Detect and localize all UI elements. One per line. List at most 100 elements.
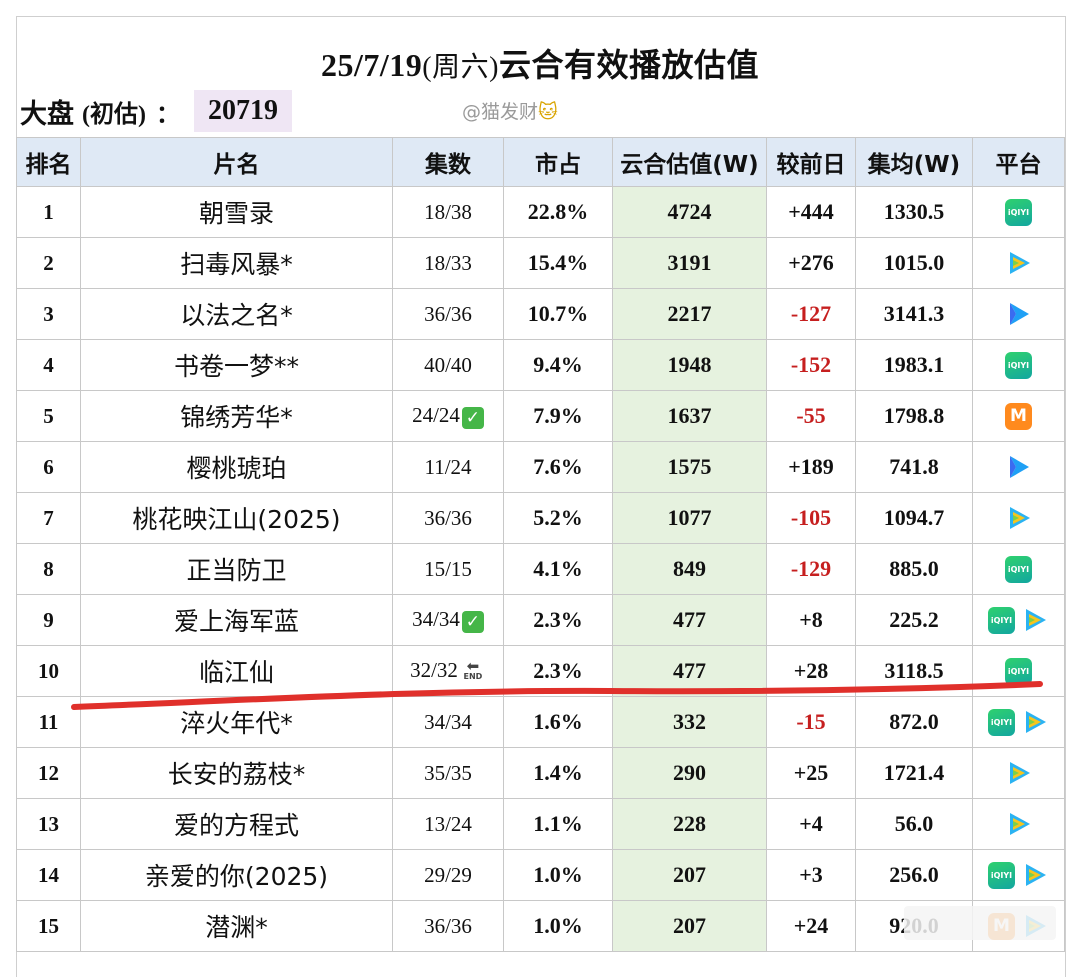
platform-cell xyxy=(972,492,1065,544)
episodes-cell: 13/24 xyxy=(392,798,504,850)
rank-cell: 10 xyxy=(16,645,81,697)
tencent-video-icon xyxy=(1009,813,1030,835)
episodes-value: 13/24 xyxy=(424,811,472,836)
change-cell: +25 xyxy=(766,747,856,799)
average-cell: 3118.5 xyxy=(855,645,973,697)
iqiyi-icon: iQIYI xyxy=(1005,351,1032,379)
title-cell: 朝雪录 xyxy=(80,186,393,238)
share-cell: 5.2% xyxy=(503,492,613,544)
iqiyi-icon: iQIYI xyxy=(988,606,1015,634)
episodes-value: 24/24 xyxy=(412,403,460,428)
average-cell: 1015.0 xyxy=(855,237,973,289)
average-cell: 3141.3 xyxy=(855,288,973,340)
estimate-cell: 207 xyxy=(612,849,767,901)
market-note: (初估) xyxy=(82,101,146,128)
end-arrow-icon: ⬅ xyxy=(466,656,480,675)
table-row: 1 朝雪录 18/38 22.8% 4724 +444 1330.5 iQIYI xyxy=(16,186,1065,238)
change-cell: -15 xyxy=(766,696,856,748)
estimate-cell: 207 xyxy=(612,900,767,952)
share-cell: 1.0% xyxy=(503,900,613,952)
table-row: 6 樱桃琥珀 11/24 7.6% 1575 +189 741.8 xyxy=(16,441,1065,493)
cat-emoji: 🐱 xyxy=(538,101,558,123)
rank-cell: 3 xyxy=(16,288,81,340)
platform-cell: iQIYI xyxy=(972,186,1065,238)
title-cell: 以法之名* xyxy=(80,288,393,340)
share-cell: 1.0% xyxy=(503,849,613,901)
platform-cell: M xyxy=(972,390,1065,442)
estimate-cell: 1077 xyxy=(612,492,767,544)
table-row: 4 书卷一梦** 40/40 9.4% 1948 -152 1983.1 iQIYI xyxy=(16,339,1065,391)
rank-cell: 4 xyxy=(16,339,81,391)
episodes-cell: 11/24 xyxy=(392,441,504,493)
change-cell: -129 xyxy=(766,543,856,595)
average-cell: 225.2 xyxy=(855,594,973,646)
share-cell: 7.6% xyxy=(503,441,613,493)
rank-cell: 2 xyxy=(16,237,81,289)
average-cell: 1330.5 xyxy=(855,186,973,238)
title-cell: 爱上海军蓝 xyxy=(80,594,393,646)
episodes-value: 36/36 xyxy=(424,301,472,326)
change-cell: -55 xyxy=(766,390,856,442)
average-cell: 1798.8 xyxy=(855,390,973,442)
title-cell: 正当防卫 xyxy=(80,543,393,595)
platform-cell: iQIYI xyxy=(972,696,1065,748)
estimate-cell: 4724 xyxy=(612,186,767,238)
share-cell: 9.4% xyxy=(503,339,613,391)
share-cell: 2.3% xyxy=(503,594,613,646)
change-cell: -127 xyxy=(766,288,856,340)
rank-cell: 7 xyxy=(16,492,81,544)
platform-cell xyxy=(972,288,1065,340)
title-weekday: (周六) xyxy=(422,52,499,83)
header-share: 市占 xyxy=(503,137,613,187)
iqiyi-icon: iQIYI xyxy=(1005,555,1032,583)
market-label: 大盘 xyxy=(20,98,74,130)
title-cell: 长安的荔枝* xyxy=(80,747,393,799)
share-cell: 1.1% xyxy=(503,798,613,850)
rank-cell: 11 xyxy=(16,696,81,748)
table-row: 3 以法之名* 36/36 10.7% 2217 -127 3141.3 xyxy=(16,288,1065,340)
estimate-cell: 1575 xyxy=(612,441,767,493)
watermark xyxy=(904,906,1056,940)
end-label: END xyxy=(463,671,483,681)
table-body: 1 朝雪录 18/38 22.8% 4724 +444 1330.5 iQIYI 2 扫毒风暴* 1… xyxy=(16,186,1065,952)
episodes-value: 34/34 xyxy=(424,709,472,734)
average-cell: 872.0 xyxy=(855,696,973,748)
change-cell: -105 xyxy=(766,492,856,544)
average-cell: 1721.4 xyxy=(855,747,973,799)
title-cell: 锦绣芳华* xyxy=(80,390,393,442)
tencent-video-icon xyxy=(1026,609,1046,631)
share-cell: 4.1% xyxy=(503,543,613,595)
average-cell: 1094.7 xyxy=(855,492,973,544)
episodes-value: 29/29 xyxy=(424,862,472,887)
iqiyi-icon: iQIYI xyxy=(988,861,1015,889)
average-cell: 1983.1 xyxy=(855,339,973,391)
iqiyi-icon: iQIYI xyxy=(988,708,1015,736)
episodes-value: 18/38 xyxy=(424,199,472,224)
tencent-video-icon xyxy=(1009,507,1030,529)
ranking-table: 排名 片名 集数 市占 云合估值(W) 较前日 集均(W) 平台 1 朝雪录 18/… xyxy=(16,137,1065,952)
episodes-value: 32/32 xyxy=(410,658,458,683)
estimate-cell: 1948 xyxy=(612,339,767,391)
platform-cell: iQIYI xyxy=(972,849,1065,901)
share-cell: 22.8% xyxy=(503,186,613,238)
rank-cell: 8 xyxy=(16,543,81,595)
header-average: 集均(W) xyxy=(855,137,973,187)
table-row: 5 锦绣芳华* 24/24 ✓ 7.9% 1637 -55 1798.8 M xyxy=(16,390,1065,442)
table-row: 7 桃花映江山(2025) 36/36 5.2% 1077 -105 1094.7 xyxy=(16,492,1065,544)
episodes-cell: 40/40 xyxy=(392,339,504,391)
rank-cell: 15 xyxy=(16,900,81,952)
iqiyi-icon: iQIYI xyxy=(1005,198,1032,226)
change-cell: +24 xyxy=(766,900,856,952)
estimate-cell: 849 xyxy=(612,543,767,595)
tencent-video-icon xyxy=(1009,762,1030,784)
episodes-value: 34/34 xyxy=(412,607,460,632)
episodes-value: 18/33 xyxy=(424,250,472,275)
episodes-cell: 34/34 xyxy=(392,696,504,748)
completed-check-icon: ✓ xyxy=(461,610,484,633)
title-date: 25/7/19 xyxy=(321,47,423,83)
episodes-value: 36/36 xyxy=(424,505,472,530)
share-cell: 2.3% xyxy=(503,645,613,697)
estimate-cell: 332 xyxy=(612,696,767,748)
share-cell: 7.9% xyxy=(503,390,613,442)
estimate-cell: 228 xyxy=(612,798,767,850)
